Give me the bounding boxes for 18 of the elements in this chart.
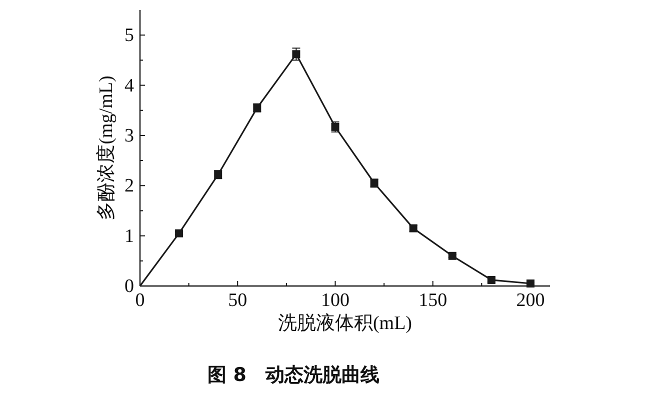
x-tick-label: 200 [516, 290, 545, 311]
y-tick-label: 5 [124, 25, 134, 46]
point [175, 229, 184, 238]
y-tick-label: 3 [124, 125, 134, 146]
text: 图 8 动态洗脱曲线 [208, 364, 380, 386]
point [292, 50, 300, 58]
y-tick-label: 1 [124, 226, 134, 247]
point [448, 252, 456, 260]
y-tick-label: 2 [124, 176, 134, 197]
point [487, 276, 496, 284]
x-tick-label: 50 [228, 290, 248, 311]
y-tick-label: 0 [124, 276, 134, 297]
y-tick-label: 4 [124, 75, 134, 96]
x-tick-label: 150 [418, 290, 448, 311]
x-axis-title: 洗脱液体积(mL) [278, 312, 412, 334]
y-axis-title: 多酚浓度(mg/mL) [95, 76, 117, 220]
point [526, 279, 534, 288]
x-tick-label: 100 [320, 290, 350, 311]
